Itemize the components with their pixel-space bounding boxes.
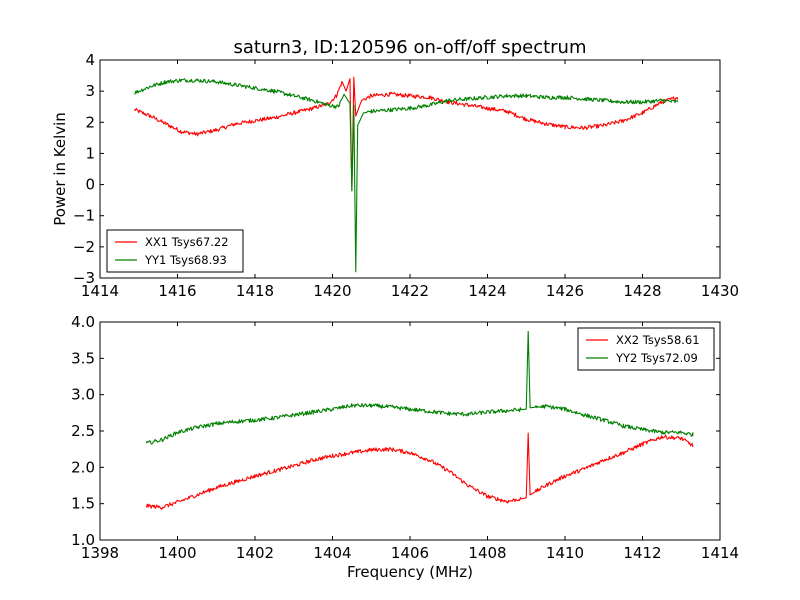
y-tick-label: 1.0 — [71, 531, 95, 549]
bottom-spectrum-panel: 1398 1400 1402 1404 1406 1408 1410 1412 1414 4.0 3… — [71, 313, 739, 562]
legend-box — [106, 229, 244, 273]
y-tick-label: 2.5 — [71, 422, 95, 440]
x-tick-label: 1412 — [623, 544, 661, 562]
y-tick-label: 2 — [85, 113, 95, 131]
x-tick-label: 1414 — [81, 282, 119, 300]
y-tick-label: 4 — [85, 51, 95, 69]
y-tick-label: 1 — [85, 144, 95, 162]
legend-label: YY1 Tsys68.93 — [144, 253, 227, 267]
y-tick-label: −1 — [73, 207, 95, 225]
x-tick-label: 1428 — [623, 282, 661, 300]
x-tick-label: 1426 — [546, 282, 584, 300]
series-line-xx1 — [134, 76, 678, 192]
y-tick-label: 0 — [85, 176, 95, 194]
y-axis-label: Power in Kelvin — [51, 112, 69, 226]
legend-label: YY2 Tsys72.09 — [615, 351, 698, 365]
y-tick-label: 3.0 — [71, 386, 95, 404]
plot-area — [134, 76, 678, 273]
series-line-xx2 — [145, 432, 694, 510]
y-tick-label: 3.5 — [71, 349, 95, 367]
x-tick-label: 1402 — [236, 544, 274, 562]
x-tick-label: 1406 — [391, 544, 429, 562]
x-tick-label: 1414 — [701, 544, 739, 562]
y-tick-label: 3 — [85, 82, 95, 100]
y-tick-label: 2.0 — [71, 458, 95, 476]
legend: XX2 Tsys58.61 YY2 Tsys72.09 — [577, 327, 715, 371]
x-tick-label: 1416 — [158, 282, 196, 300]
chart-title: saturn3, ID:120596 on-off/off spectrum — [234, 37, 587, 58]
x-tick-label: 1398 — [81, 544, 119, 562]
x-tick-label: 1424 — [468, 282, 506, 300]
y-tick-label: −3 — [73, 269, 95, 287]
top-spectrum-panel: 1414 1416 1418 1420 1422 1424 1426 1428 1430 4 3 2 1… — [73, 51, 739, 300]
x-tick-label: 1408 — [468, 544, 506, 562]
x-axis-label: Frequency (MHz) — [347, 563, 473, 581]
x-tick-label: 1410 — [546, 544, 584, 562]
legend: XX1 Tsys67.22 YY1 Tsys68.93 — [106, 229, 244, 273]
x-tick-label: 1422 — [391, 282, 429, 300]
y-tick-label: 4.0 — [71, 313, 95, 331]
series-line-yy2 — [145, 330, 694, 445]
y-tick-label: 1.5 — [71, 495, 95, 513]
legend-label: XX2 Tsys58.61 — [616, 333, 700, 347]
x-tick-label: 1400 — [158, 544, 196, 562]
series-line-yy1 — [134, 78, 678, 273]
y-tick-label: −2 — [73, 238, 95, 256]
x-tick-label: 1420 — [313, 282, 351, 300]
legend-box — [577, 327, 715, 371]
x-tick-label: 1418 — [236, 282, 274, 300]
plot-area — [145, 330, 694, 510]
legend-label: XX1 Tsys67.22 — [145, 235, 229, 249]
x-tick-label: 1430 — [701, 282, 739, 300]
x-tick-label: 1404 — [313, 544, 351, 562]
